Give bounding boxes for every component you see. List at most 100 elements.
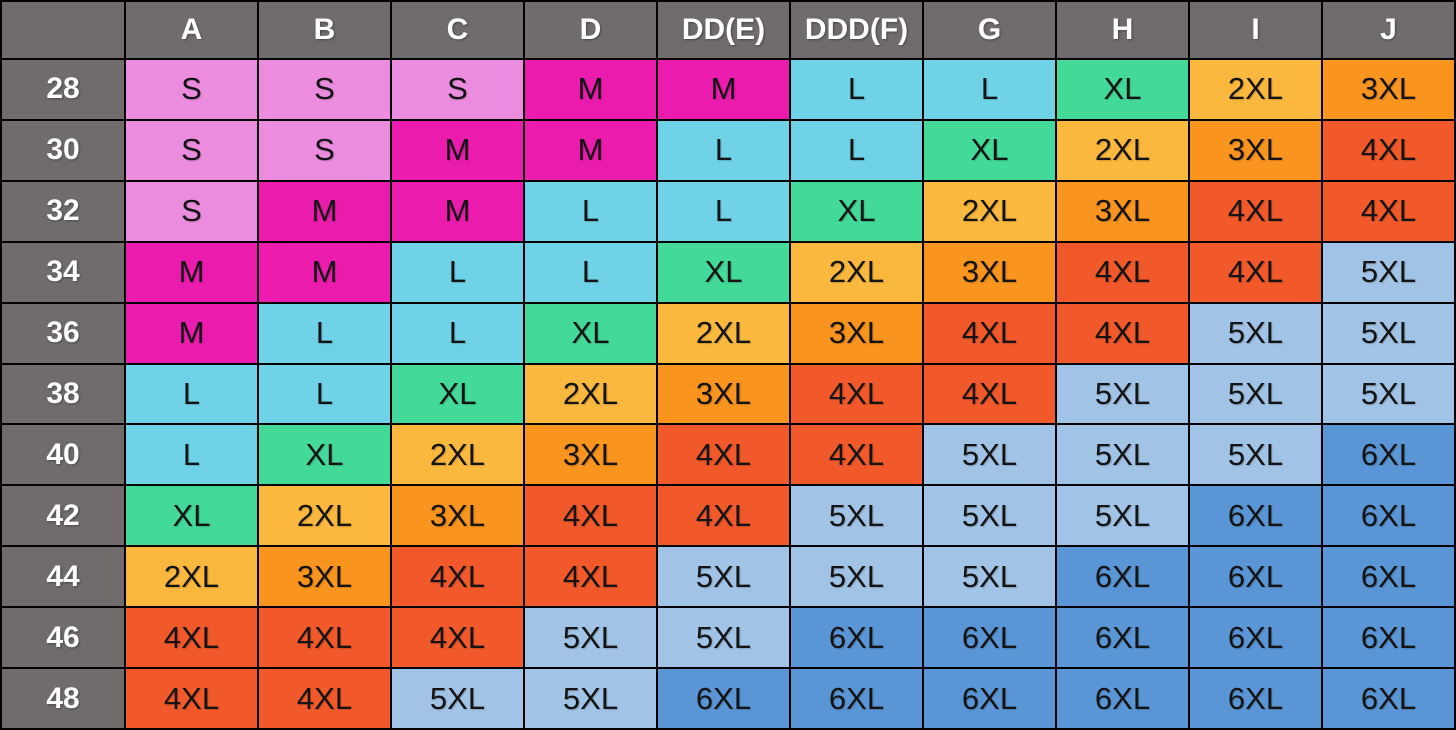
size-cell: L: [259, 303, 390, 363]
size-cell: 4XL: [1057, 303, 1188, 363]
size-cell: 6XL: [1323, 486, 1454, 546]
size-cell: M: [392, 120, 523, 180]
size-cell: 6XL: [1323, 669, 1454, 728]
size-cell: 4XL: [392, 608, 523, 668]
size-cell: L: [791, 120, 922, 180]
size-cell: 6XL: [1190, 669, 1321, 728]
size-cell: 5XL: [791, 486, 922, 546]
size-cell: 6XL: [658, 669, 789, 728]
size-cell: 5XL: [1057, 486, 1188, 546]
size-cell: 2XL: [924, 181, 1055, 241]
size-cell: 4XL: [791, 364, 922, 424]
size-cell: 5XL: [525, 608, 656, 668]
row-header-46: 46: [2, 608, 124, 668]
size-cell: XL: [658, 242, 789, 302]
size-cell: 4XL: [525, 547, 656, 607]
size-cell: 3XL: [525, 425, 656, 485]
size-cell: L: [259, 364, 390, 424]
column-header-h: H: [1057, 2, 1188, 58]
size-cell: 3XL: [924, 242, 1055, 302]
size-cell: S: [126, 181, 257, 241]
size-cell: M: [126, 303, 257, 363]
size-cell: 5XL: [791, 547, 922, 607]
size-cell: 4XL: [1190, 181, 1321, 241]
size-cell: S: [259, 120, 390, 180]
size-cell: 3XL: [791, 303, 922, 363]
size-cell: M: [525, 60, 656, 119]
size-cell: 6XL: [1057, 669, 1188, 728]
size-cell: 2XL: [1057, 120, 1188, 180]
size-cell: 6XL: [1190, 486, 1321, 546]
size-cell: S: [126, 60, 257, 119]
row-header-28: 28: [2, 60, 124, 119]
size-cell: 2XL: [392, 425, 523, 485]
size-cell: M: [259, 181, 390, 241]
size-cell: S: [259, 60, 390, 119]
size-cell: 6XL: [1323, 608, 1454, 668]
size-cell: 6XL: [1323, 425, 1454, 485]
size-cell: L: [126, 425, 257, 485]
size-cell: 6XL: [924, 669, 1055, 728]
size-cell: 4XL: [392, 547, 523, 607]
corner-cell: [2, 2, 124, 58]
column-header-j: J: [1323, 2, 1454, 58]
size-cell: 2XL: [658, 303, 789, 363]
size-cell: XL: [392, 364, 523, 424]
size-cell: 6XL: [1190, 547, 1321, 607]
size-cell: 6XL: [1057, 547, 1188, 607]
size-cell: M: [525, 120, 656, 180]
column-header-g: G: [924, 2, 1055, 58]
size-cell: 5XL: [658, 547, 789, 607]
size-cell: 3XL: [658, 364, 789, 424]
size-cell: 5XL: [924, 486, 1055, 546]
size-cell: L: [525, 242, 656, 302]
size-cell: 5XL: [1057, 364, 1188, 424]
size-cell: M: [259, 242, 390, 302]
size-cell: L: [924, 60, 1055, 119]
size-cell: 6XL: [791, 608, 922, 668]
size-cell: 5XL: [1323, 242, 1454, 302]
size-cell: 4XL: [1323, 181, 1454, 241]
column-header-a: A: [126, 2, 257, 58]
size-cell: 6XL: [1323, 547, 1454, 607]
size-cell: XL: [525, 303, 656, 363]
size-cell: 5XL: [1190, 364, 1321, 424]
row-header-42: 42: [2, 486, 124, 546]
size-cell: M: [658, 60, 789, 119]
size-cell: 3XL: [1057, 181, 1188, 241]
row-header-44: 44: [2, 547, 124, 607]
size-cell: L: [658, 181, 789, 241]
size-cell: 2XL: [259, 486, 390, 546]
row-header-32: 32: [2, 181, 124, 241]
size-cell: 4XL: [1323, 120, 1454, 180]
row-header-36: 36: [2, 303, 124, 363]
size-cell: 4XL: [658, 486, 789, 546]
size-cell: 5XL: [1323, 364, 1454, 424]
column-header-i: I: [1190, 2, 1321, 58]
size-cell: 4XL: [259, 669, 390, 728]
size-cell: 4XL: [658, 425, 789, 485]
size-cell: 6XL: [1190, 608, 1321, 668]
size-cell: 5XL: [924, 547, 1055, 607]
size-cell: M: [392, 181, 523, 241]
size-cell: 5XL: [924, 425, 1055, 485]
size-cell: L: [392, 303, 523, 363]
size-cell: 5XL: [1190, 425, 1321, 485]
size-cell: S: [126, 120, 257, 180]
size-cell: L: [525, 181, 656, 241]
size-cell: XL: [259, 425, 390, 485]
size-cell: 6XL: [791, 669, 922, 728]
size-cell: 6XL: [924, 608, 1055, 668]
size-cell: 3XL: [1190, 120, 1321, 180]
row-header-34: 34: [2, 242, 124, 302]
size-cell: 4XL: [791, 425, 922, 485]
size-cell: 2XL: [126, 547, 257, 607]
size-cell: L: [392, 242, 523, 302]
size-cell: L: [791, 60, 922, 119]
size-cell: S: [392, 60, 523, 119]
size-cell: 5XL: [525, 669, 656, 728]
size-cell: 5XL: [392, 669, 523, 728]
size-cell: L: [126, 364, 257, 424]
size-cell: 4XL: [126, 608, 257, 668]
